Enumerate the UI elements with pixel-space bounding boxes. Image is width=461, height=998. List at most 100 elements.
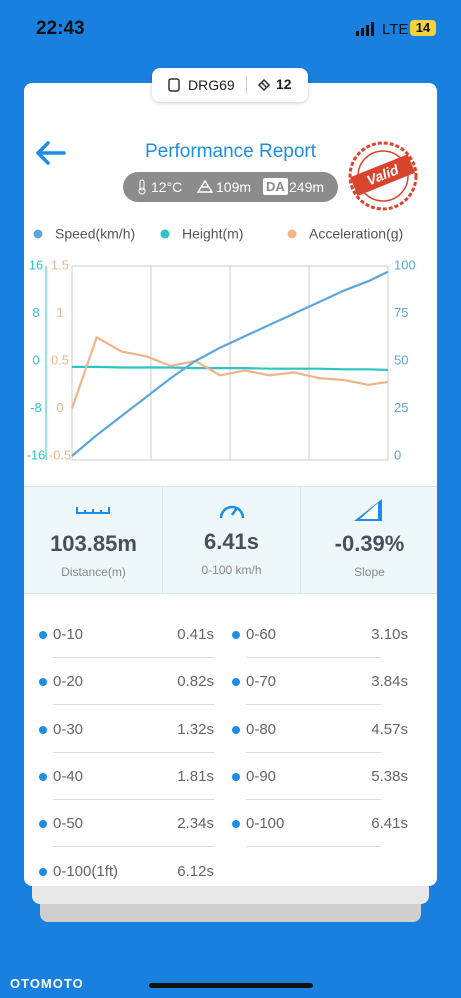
split-dot (232, 725, 240, 734)
split-label: 0-30 (53, 720, 84, 738)
device-tag: DRG69 12 (152, 68, 308, 102)
split-time: 5.38s (371, 767, 408, 785)
split-time: 6.41s (371, 815, 408, 833)
split-separator (246, 798, 381, 800)
satellite-icon (257, 78, 271, 92)
y2-tick-label: 8 (32, 305, 39, 320)
y-tick-label: 50 (394, 352, 408, 367)
split-dot (232, 820, 240, 829)
y3-tick-label: 1 (56, 305, 63, 320)
legend-label: Acceleration(g) (309, 226, 403, 242)
back-button[interactable] (34, 140, 66, 166)
series-line (71, 270, 389, 457)
satellite-count: 12 (276, 76, 292, 92)
watermark: OTOMOTO (10, 976, 84, 991)
split-dot (39, 678, 47, 687)
split-label: 0-100(1ft) (53, 862, 119, 880)
legend-swatch (287, 229, 297, 239)
series-line (72, 365, 389, 371)
split-dot (232, 772, 240, 781)
device-name: DRG69 (188, 77, 235, 93)
y3-tick-label: 0 (56, 400, 63, 415)
page-title: Performance Report (144, 141, 317, 162)
stats-panel: 103.85m 6.41s -0.39% Distance(m) 0-100 k… (24, 486, 437, 594)
y2-tick-label: -8 (30, 400, 42, 415)
split-separator (53, 798, 215, 800)
split-time: 1.32s (177, 720, 214, 738)
stat-label: Distance(m) (61, 565, 126, 579)
split-separator (246, 704, 381, 706)
split-time: 3.10s (371, 626, 408, 643)
split-dot (39, 867, 47, 876)
split-dot (39, 820, 47, 829)
split-label: 0-80 (246, 720, 277, 738)
split-dot (232, 678, 240, 687)
altitude: 109m (216, 179, 252, 195)
split-separator (246, 657, 381, 658)
split-label: 0-60 (246, 626, 277, 643)
split-label: 0-10 (53, 626, 84, 643)
legend-label: Speed(km/h) (55, 226, 135, 242)
split-separator (246, 846, 381, 848)
split-time: 2.34s (177, 815, 214, 833)
thermometer-icon (138, 179, 146, 195)
device-icon (168, 78, 180, 92)
distance-icon (76, 507, 110, 514)
y-tick-label: 75 (394, 305, 408, 320)
split-label: 0-100 (246, 815, 285, 833)
split-separator (53, 751, 215, 753)
split-separator (53, 657, 215, 658)
legend-label: Height(m) (182, 226, 243, 242)
split-time: 6.12s (177, 862, 214, 880)
status-time: 22:43 (36, 18, 85, 39)
split-time: 1.81s (177, 767, 214, 785)
y2-tick-label: 16 (29, 257, 43, 272)
split-dot (39, 772, 47, 781)
split-time: 3.84s (371, 673, 408, 691)
stat-value: 103.85m (50, 531, 137, 556)
stat-label: 0-100 km/h (201, 563, 262, 577)
split-separator (246, 751, 381, 753)
split-time: 0.41s (177, 626, 214, 643)
y2-tick-label: 0 (32, 352, 39, 367)
da-badge: DA (263, 178, 288, 195)
conditions-pill: 12°C 109m DA 249m (123, 172, 338, 202)
chart: Speed(km/h) Height(m) Acceleration(g)10075… (27, 226, 416, 463)
split-dot (232, 631, 240, 639)
altitude-icon (197, 179, 213, 193)
split-dot (39, 725, 47, 734)
card-shadow (32, 884, 429, 904)
y2-tick-label: -16 (27, 447, 46, 462)
status-battery: 14 (410, 20, 436, 36)
home-indicator (149, 983, 313, 988)
split-time: 0.82s (177, 673, 214, 691)
y3-tick-label: 1.5 (51, 257, 69, 272)
valid-stamp: Valid (348, 141, 418, 211)
temperature: 12°C (151, 179, 183, 195)
signal-icon (356, 22, 374, 36)
split-label: 0-20 (53, 673, 84, 691)
stat-value: 6.41s (203, 529, 260, 554)
split-dot (39, 631, 47, 639)
slope-icon (354, 499, 382, 521)
y3-tick-label: -0.5 (49, 447, 71, 462)
split-label: 0-90 (246, 767, 277, 785)
legend-swatch (160, 229, 170, 239)
speedometer-icon (219, 505, 245, 519)
split-label: 0-70 (246, 673, 277, 691)
series-line (70, 336, 389, 409)
split-separator (53, 704, 215, 706)
y3-tick-label: 0.5 (51, 352, 69, 367)
stat-label: Slope (354, 565, 385, 579)
split-separator (53, 846, 215, 848)
split-time: 4.57s (371, 720, 408, 738)
split-label: 0-50 (53, 815, 84, 833)
status-network: LTE (382, 21, 409, 38)
y-tick-label: 100 (394, 257, 416, 272)
y-tick-label: 25 (394, 400, 408, 415)
stat-value: -0.39% (334, 531, 405, 556)
y-tick-label: 0 (394, 447, 401, 462)
split-label: 0-40 (53, 767, 84, 785)
density-altitude: 249m (289, 179, 325, 195)
